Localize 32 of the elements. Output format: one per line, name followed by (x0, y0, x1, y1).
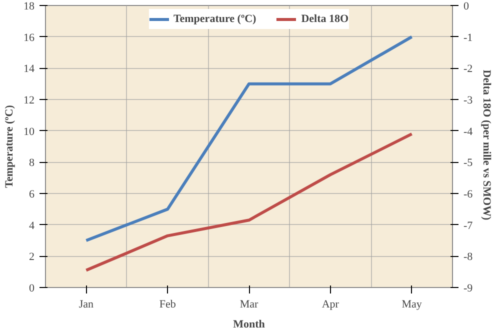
y-tick-label: 8 (29, 157, 35, 170)
y-tick-label: 16 (24, 32, 35, 44)
x-tick-label: Mar (240, 298, 258, 310)
y-tick-label: 10 (24, 126, 35, 138)
y2-tick-label: -9 (464, 282, 474, 294)
legend-label: Temperature (ºC) (173, 13, 256, 25)
x-tick-label: Feb (159, 298, 176, 310)
y-axis-title: Temperature (ºC) (4, 104, 16, 188)
line-series (84, 35, 414, 242)
legend-label: Delta 18O (301, 13, 349, 25)
y2-tick-label: -8 (464, 251, 474, 264)
x-tick-label: Jan (78, 298, 94, 310)
y-tick-label: 2 (29, 251, 34, 264)
x-axis-title: Month (233, 318, 265, 330)
y2-tick-label: 0 (464, 0, 470, 12)
y-tick-label: 18 (24, 0, 35, 12)
y2-tick-label: -3 (464, 94, 474, 106)
x-tick-label: May (402, 298, 422, 310)
y2-tick-label: -1 (464, 32, 473, 44)
y-tick-label: 14 (24, 63, 35, 76)
x-tick-label: Apr (322, 298, 340, 310)
y2-tick-label: -5 (464, 157, 474, 170)
y2-tick-label: -4 (464, 126, 474, 138)
y-tick-label: 12 (24, 94, 34, 106)
y2-tick-label: -7 (464, 220, 474, 232)
y2-tick-label: -2 (464, 63, 473, 76)
y-tick-label: 4 (29, 220, 35, 232)
y-tick-label: 0 (29, 282, 35, 294)
y-tick-label: 6 (29, 188, 35, 200)
line-series (84, 132, 414, 272)
y2-axis-title: Delta 18O (per mille vs SMOW) (480, 70, 493, 221)
y2-tick-label: -6 (464, 188, 474, 200)
